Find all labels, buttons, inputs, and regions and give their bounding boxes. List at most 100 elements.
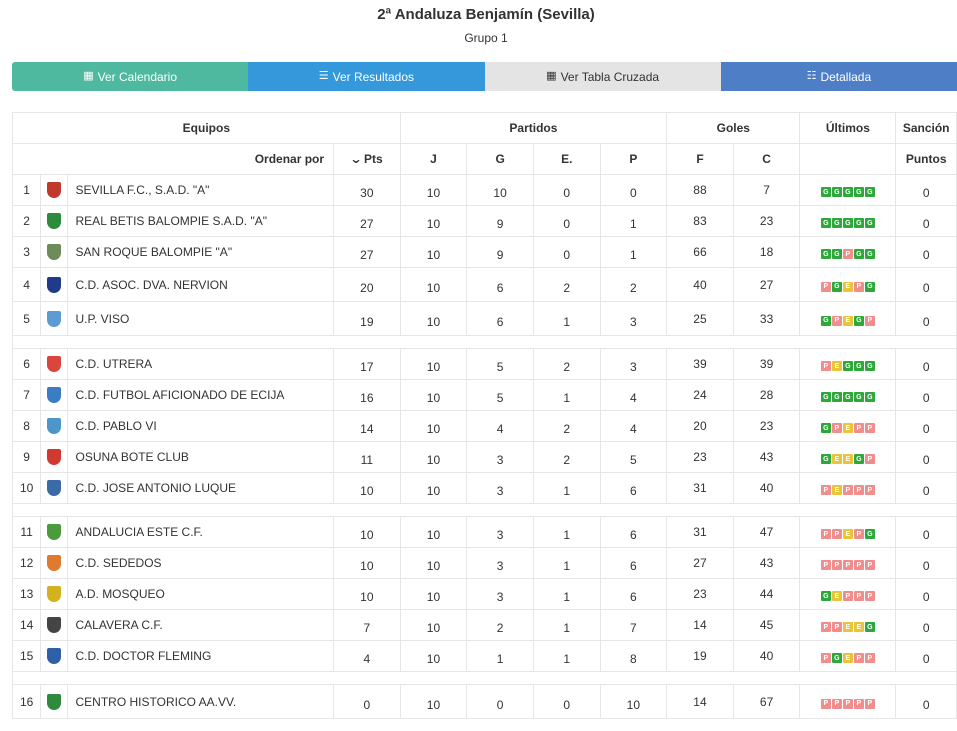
lost-cell: 6 [599, 516, 668, 548]
position-cell: 11 [11, 516, 42, 548]
drawn-cell: 1 [532, 640, 601, 672]
team-link[interactable]: REAL BETIS BALOMPIE S.A.D. "A" [66, 205, 335, 237]
result-badge: E [842, 653, 853, 664]
goals-for-cell: 24 [666, 379, 734, 411]
result-badge: G [853, 392, 864, 403]
goals-for-cell: 14 [666, 609, 734, 641]
drawn-header[interactable]: E. [532, 143, 601, 175]
goals-against-cell: 27 [732, 267, 801, 302]
team-link[interactable]: A.D. MOSQUEO [66, 578, 335, 610]
team-link[interactable]: C.D. JOSE ANTONIO LUQUE [66, 472, 335, 504]
team-link[interactable]: C.D. PABLO VI [66, 410, 335, 442]
team-link[interactable]: OSUNA BOTE CLUB [66, 441, 335, 473]
shield-icon [46, 555, 61, 571]
team-link[interactable]: C.D. FUTBOL AFICIONADO DE ECIJA [66, 379, 335, 411]
goals-against-header[interactable]: C [732, 143, 801, 175]
drawn-cell: 1 [532, 301, 601, 336]
result-badge: P [853, 591, 864, 602]
team-link[interactable]: CALAVERA C.F. [66, 609, 335, 641]
table-row: 16 CENTRO HISTORICO AA.VV. 0 10 0 0 10 14 67 P P P P… [11, 684, 957, 719]
position-cell: 3 [11, 236, 42, 268]
result-badge: P [864, 560, 875, 571]
points-cell: 17 [333, 348, 401, 380]
detailed-button[interactable]: ☷ Detallada [720, 62, 957, 91]
team-link[interactable]: C.D. ASOC. DVA. NERVION [66, 267, 335, 302]
table-icon: ▦ [546, 70, 557, 82]
lost-header[interactable]: P [599, 143, 668, 175]
team-link[interactable]: C.D. SEDEDOS [66, 547, 335, 579]
won-cell: 0 [466, 684, 534, 719]
position-cell: 2 [11, 205, 42, 237]
calendar-button[interactable]: ▦ Ver Calendario [12, 62, 249, 91]
goals-for-cell: 25 [666, 301, 734, 336]
sort-by-label: Ordenar por [11, 143, 335, 175]
crosstable-button[interactable]: ▦ Ver Tabla Cruzada [484, 62, 721, 91]
won-cell: 3 [466, 472, 534, 504]
sanction-cell: 0 [895, 410, 957, 442]
goals-for-cell: 39 [666, 348, 734, 380]
position-cell: 15 [11, 640, 42, 672]
result-badge: P [853, 560, 864, 571]
played-cell: 10 [399, 547, 468, 579]
drawn-cell: 0 [532, 684, 601, 719]
drawn-cell: 1 [532, 547, 601, 579]
shield-icon [46, 387, 61, 403]
won-cell: 4 [466, 410, 534, 442]
goals-for-header[interactable]: F [666, 143, 734, 175]
result-badge: P [853, 529, 864, 540]
table-row: 13 A.D. MOSQUEO 10 10 3 1 6 23 44 G E P P P 0 [11, 578, 957, 610]
team-crest [40, 236, 68, 268]
results-button-label: Ver Resultados [332, 69, 414, 84]
played-header[interactable]: J [399, 143, 468, 175]
team-crest [40, 174, 68, 206]
team-link[interactable]: SAN ROQUE BALOMPIE "A" [66, 236, 335, 268]
result-badge: P [820, 485, 831, 496]
result-badge: P [842, 485, 853, 496]
won-cell: 3 [466, 516, 534, 548]
result-badge: P [842, 591, 853, 602]
sanction-cell: 0 [895, 472, 957, 504]
team-link[interactable]: U.P. VISO [66, 301, 335, 336]
lost-cell: 10 [599, 684, 668, 719]
results-button[interactable]: ☰ Ver Resultados [248, 62, 485, 91]
result-badge: P [831, 560, 842, 571]
result-badge: P [853, 281, 864, 292]
result-badge: E [842, 622, 853, 633]
sanction-cell: 0 [895, 684, 957, 719]
sort-pts-header[interactable]: ⌄Pts [333, 143, 401, 175]
teams-header: Equipos [12, 112, 401, 144]
goals-against-cell: 33 [732, 301, 801, 336]
team-link[interactable]: C.D. UTRERA [66, 348, 335, 380]
goals-against-cell: 45 [732, 609, 801, 641]
column-header-row: Ordenar por ⌄Pts J G E. P F C Puntos [11, 143, 957, 175]
team-link[interactable]: CENTRO HISTORICO AA.VV. [66, 684, 335, 719]
crosstable-button-label: Ver Tabla Cruzada [560, 69, 660, 84]
team-link[interactable]: SEVILLA F.C., S.A.D. "A" [66, 174, 335, 206]
lost-cell: 3 [599, 301, 668, 336]
goals-for-cell: 66 [666, 236, 734, 268]
played-cell: 10 [399, 410, 468, 442]
lost-cell: 1 [599, 205, 668, 237]
result-badge: E [831, 591, 842, 602]
won-cell: 5 [466, 348, 534, 380]
won-header[interactable]: G [466, 143, 534, 175]
drawn-cell: 1 [532, 609, 601, 641]
group-separator [12, 503, 957, 517]
goals-for-cell: 83 [666, 205, 734, 237]
drawn-cell: 2 [532, 348, 601, 380]
goals-against-cell: 28 [732, 379, 801, 411]
team-link[interactable]: ANDALUCIA ESTE C.F. [66, 516, 335, 548]
sanction-cell: 0 [895, 441, 957, 473]
goals-for-cell: 27 [666, 547, 734, 579]
shield-icon [46, 310, 61, 327]
result-badge: P [820, 281, 831, 292]
team-link[interactable]: C.D. DOCTOR FLEMING [66, 640, 335, 672]
